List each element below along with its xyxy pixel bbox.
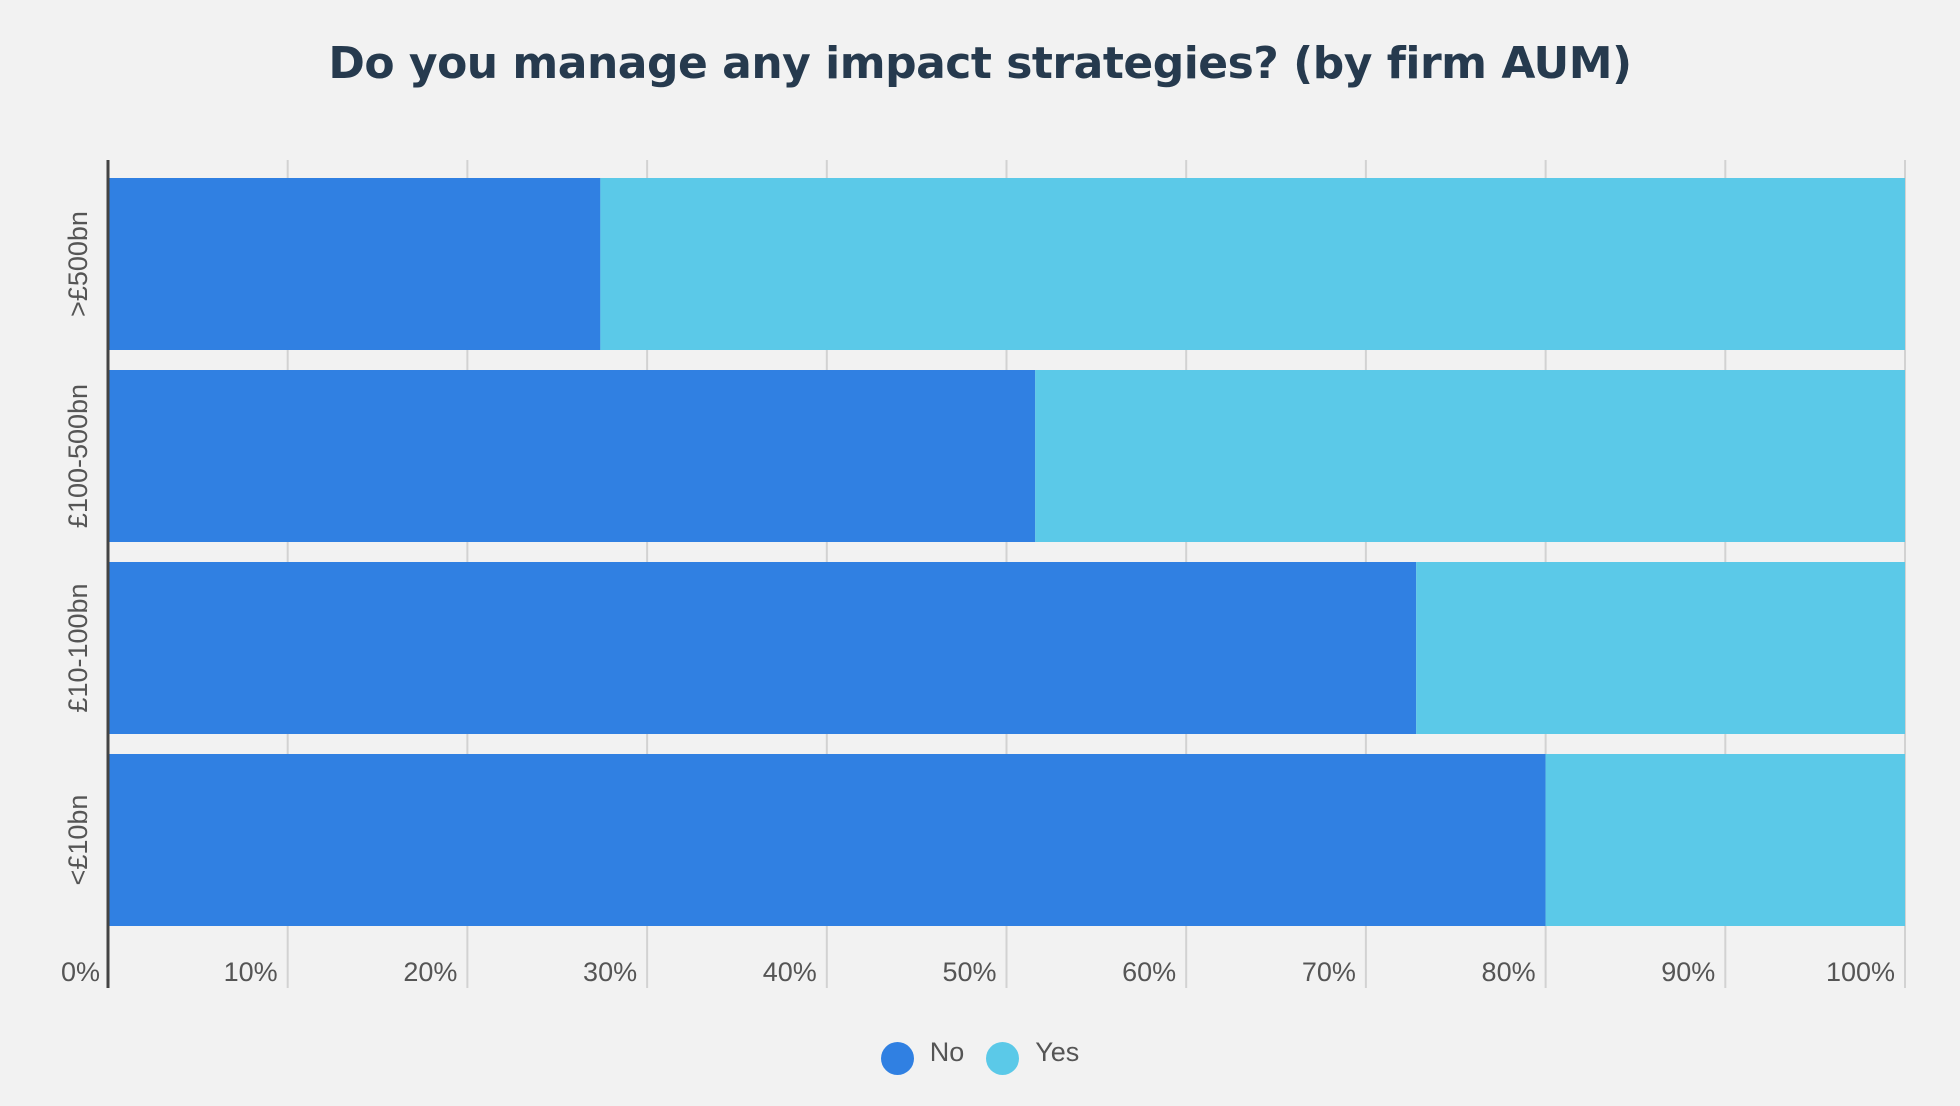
x-tick-label: 100% [1826,957,1895,987]
legend-item-no: No [880,1036,965,1075]
x-tick-label: 80% [1482,957,1536,987]
x-tick-labels: 0% 10% 20% 30% 40% 50% 60% 70% 80% 90% 100% [61,957,1895,987]
category-label: £100-500bn [63,384,93,528]
bars [108,178,1906,926]
x-tick-label: 90% [1661,957,1715,987]
bar-yes-1 [1035,370,1905,542]
legend-swatch [880,1042,914,1075]
x-tick-label: 50% [942,957,996,987]
legend-label: No [929,1037,965,1067]
category-label: >£500bn [63,211,93,317]
legend-swatch [986,1042,1020,1075]
category-label: £10-100bn [63,583,93,712]
bar-yes-2 [1416,562,1905,734]
bar-yes-3 [1545,754,1905,926]
legend-item-yes: Yes [986,1036,1080,1075]
bar-no-2 [108,562,1417,734]
category-labels: >£500bn £100-500bn £10-100bn <£10bn [63,211,93,885]
x-tick-label: 40% [763,957,817,987]
x-tick-label: 30% [583,957,637,987]
chart-plot: 0% 10% 20% 30% 40% 50% 60% 70% 80% 90% 100% >£500b… [61,160,1906,988]
bar-no-3 [108,754,1546,926]
legend: No Yes [0,1036,1960,1075]
x-tick-label: 10% [224,957,278,987]
chart-title: Do you manage any impact strategies? (by… [328,38,1632,89]
bar-no-1 [108,370,1036,542]
bar-no-0 [108,178,601,350]
x-tick-label: 20% [403,957,457,987]
x-tick-label: 60% [1122,957,1176,987]
category-label: <£10bn [63,795,93,886]
bar-yes-0 [600,178,1906,350]
legend-label: Yes [1035,1037,1080,1067]
x-tick-label: 0% [61,957,100,987]
x-tick-label: 70% [1302,957,1356,987]
